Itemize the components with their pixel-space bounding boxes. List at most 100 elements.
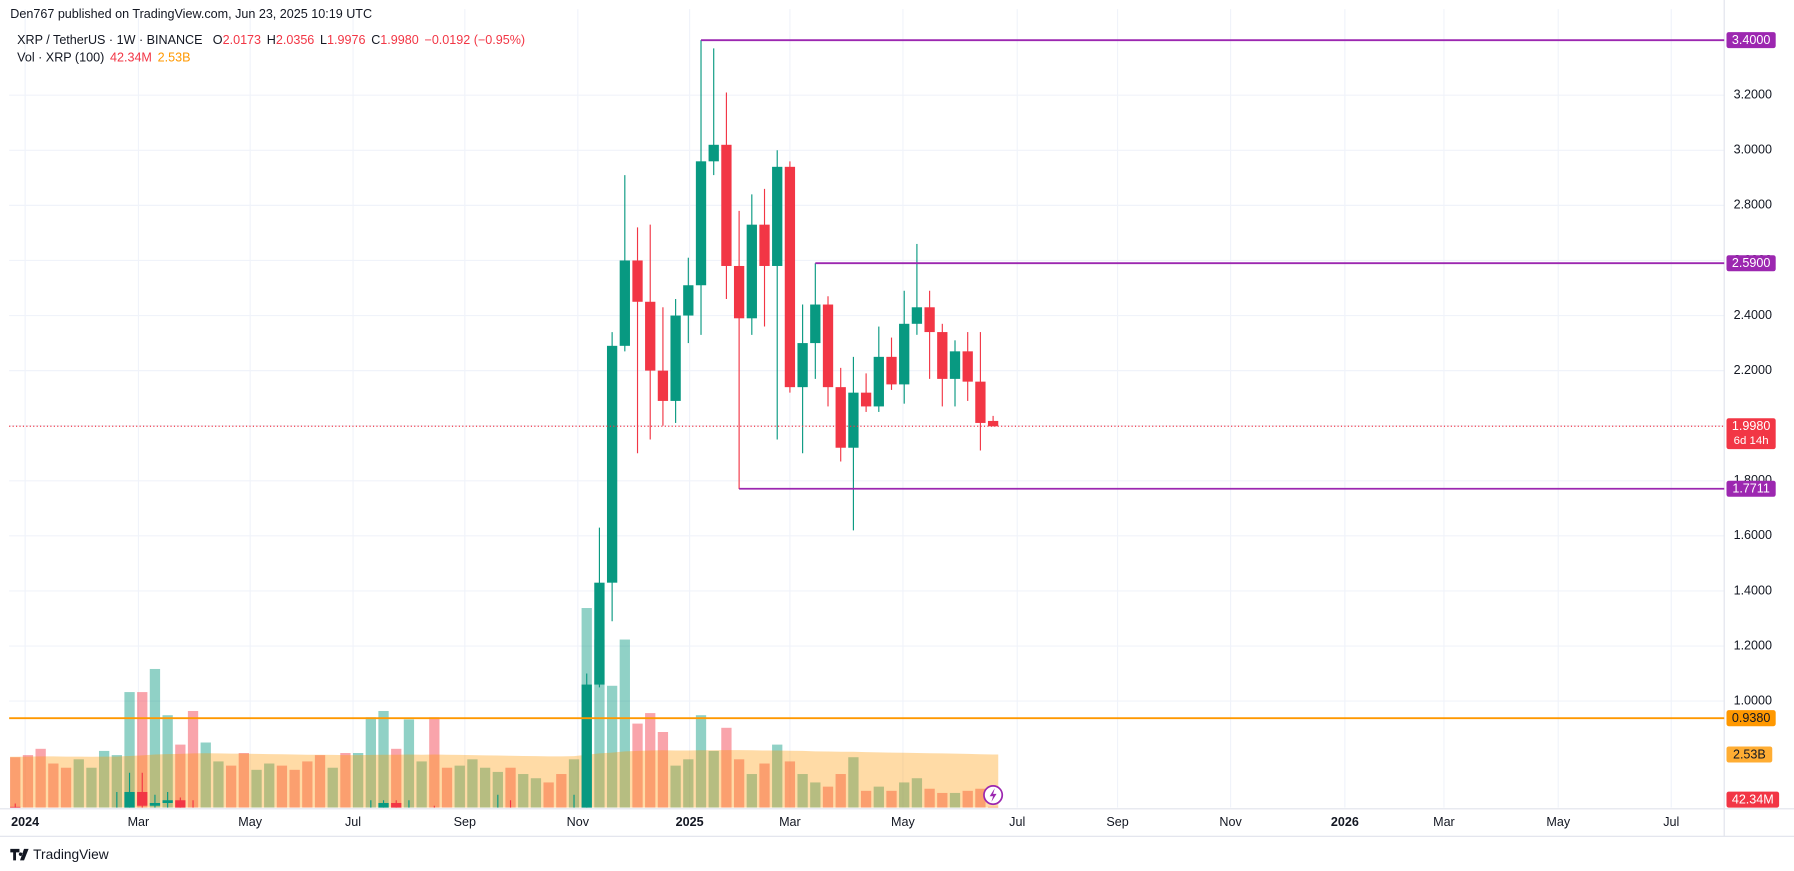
- symbol: XRP / TetherUS · 1W · BINANCE: [17, 34, 202, 48]
- candle-body: [886, 356, 897, 385]
- volume-bar: [365, 717, 376, 808]
- x-tick-label: Nov: [567, 815, 590, 829]
- candle-body: [987, 420, 999, 427]
- x-tick-label: May: [1546, 815, 1570, 829]
- volume-bar: [733, 759, 745, 808]
- attribution: Den767 published on TradingView.com, Jun…: [10, 7, 372, 21]
- candle-body: [683, 285, 694, 316]
- x-tick-label: Mar: [128, 815, 150, 829]
- volume-bar: [987, 806, 999, 808]
- volume-value: 42.34M: [110, 51, 152, 65]
- volume-bar: [937, 792, 948, 808]
- volume-bar: [48, 763, 59, 808]
- x-tick-label: Jul: [345, 815, 361, 829]
- volume-bar: [35, 748, 46, 808]
- pane: [10, 40, 999, 808]
- candle-body: [695, 161, 707, 286]
- volume-ma-box: [1726, 746, 1773, 763]
- volume-bar: [949, 792, 961, 808]
- candle-body: [606, 345, 618, 583]
- brand-logo[interactable]: TradingView: [10, 847, 109, 862]
- x-tick-label: Jul: [1009, 815, 1025, 829]
- candle-body: [632, 260, 643, 302]
- volume-ma-value: 2.53B: [158, 51, 191, 65]
- candle-body: [162, 800, 173, 803]
- volume-ma-area: [10, 750, 999, 808]
- volume-bar: [797, 774, 808, 808]
- volume-bar: [784, 761, 796, 808]
- level-label-box: [1726, 480, 1776, 497]
- y-tick-label: 3.2000: [1734, 88, 1772, 102]
- volume-bar: [835, 774, 846, 808]
- volume-bar: [149, 668, 161, 808]
- volume-bar: [276, 765, 288, 808]
- volume-bar: [327, 767, 338, 808]
- candle-body: [949, 351, 961, 379]
- volume-bar: [518, 774, 529, 808]
- volume-bar: [657, 732, 669, 808]
- volume-bar: [556, 774, 567, 808]
- volume-bar: [772, 744, 783, 808]
- y-tick-label: 3.0000: [1734, 143, 1772, 157]
- volume-bar: [505, 767, 516, 808]
- volume-bar: [810, 782, 821, 808]
- level-label-box: [1726, 32, 1776, 49]
- volume-bar: [391, 748, 402, 808]
- volume-bar: [162, 715, 173, 808]
- volume-bar: [98, 750, 110, 808]
- y-tick-label: 1.0000: [1734, 693, 1772, 707]
- volume-bar: [251, 769, 262, 808]
- candle-body: [759, 224, 770, 266]
- level-label: 1.7711: [1732, 482, 1770, 496]
- volume-bar: [352, 753, 364, 808]
- volume-bar: [441, 767, 453, 808]
- candle-body: [924, 307, 935, 333]
- volume-bar: [670, 765, 681, 808]
- candle-body: [873, 356, 884, 407]
- alert-icon[interactable]: [983, 785, 1004, 806]
- candle-body: [848, 392, 859, 448]
- candle-body: [835, 387, 846, 448]
- candle-body: [899, 323, 910, 385]
- volume-bar: [860, 790, 872, 808]
- volume-bar: [632, 723, 643, 808]
- volume-bar: [962, 790, 973, 808]
- volume-bar: [111, 755, 122, 808]
- volume-bar: [403, 719, 415, 808]
- volume-bar: [238, 753, 249, 808]
- candle-body: [149, 802, 161, 806]
- volume-bar: [22, 755, 34, 808]
- volume-bar: [137, 692, 148, 808]
- candle-body: [746, 224, 757, 319]
- volume-bar: [10, 757, 21, 808]
- x-tick-label: 2025: [676, 815, 704, 829]
- candle-body: [937, 332, 948, 379]
- volume-bar: [213, 761, 224, 808]
- candle-body: [733, 265, 745, 319]
- brand[interactable]: TradingView: [33, 847, 109, 862]
- candle-body: [124, 791, 135, 808]
- volume-bar: [543, 782, 554, 808]
- volume-bar: [289, 769, 300, 808]
- candle-body: [810, 304, 821, 344]
- candle-body: [708, 144, 719, 162]
- x-tick-label: Sep: [454, 815, 476, 829]
- candle-body: [10, 806, 21, 808]
- volume-bar: [454, 765, 465, 808]
- volume-bar: [302, 761, 313, 808]
- volume-bar: [200, 742, 211, 808]
- candle-body: [962, 351, 973, 382]
- candle-body: [657, 370, 669, 401]
- volume-bar: [695, 715, 707, 808]
- volume-bar: [911, 778, 923, 808]
- level-label: 0.9380: [1732, 711, 1770, 725]
- volume-bar: [479, 767, 491, 808]
- volume-ma-label: 2.53B: [1733, 747, 1766, 761]
- volume-bar: [60, 767, 72, 808]
- volume-bar: [746, 774, 757, 808]
- volume-bar: [594, 639, 605, 808]
- last-volume-box: [1726, 791, 1780, 808]
- y-tick-label: 1.2000: [1734, 638, 1772, 652]
- candle-body: [175, 800, 186, 808]
- candle-body: [670, 315, 681, 401]
